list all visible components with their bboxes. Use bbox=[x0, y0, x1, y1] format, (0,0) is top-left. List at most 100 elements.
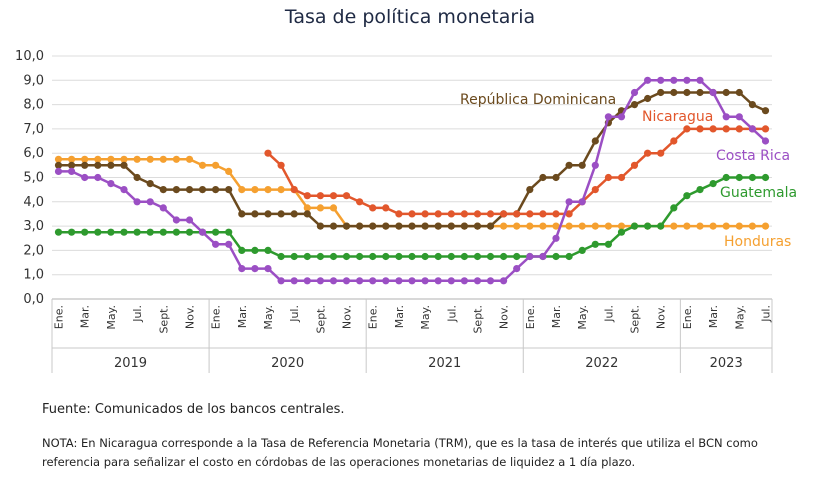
data-point bbox=[486, 210, 495, 218]
source-note: Fuente: Comunicados de los bancos centra… bbox=[42, 402, 345, 417]
data-point bbox=[277, 161, 285, 169]
data-point bbox=[473, 222, 482, 230]
x-tick-label: Ene. bbox=[681, 305, 694, 329]
data-point bbox=[500, 277, 508, 285]
data-point bbox=[251, 210, 259, 218]
line-chart: 0,0 1,0 2,0 3,0 4,0 5,0 6,0 7,0 8,0 9,0 10,0 Ene. Ma… bbox=[15, 49, 797, 373]
data-point bbox=[670, 76, 678, 84]
data-point bbox=[709, 222, 717, 230]
y-tick-label: 1,0 bbox=[23, 268, 44, 283]
data-point bbox=[683, 88, 691, 97]
x-tick-label: Ene. bbox=[367, 305, 380, 329]
data-point bbox=[670, 222, 678, 230]
data-point bbox=[460, 222, 468, 230]
x-tick-label: Sept. bbox=[314, 305, 327, 334]
data-point bbox=[120, 161, 128, 169]
data-point bbox=[395, 222, 403, 230]
data-point bbox=[146, 198, 154, 206]
y-tick-label: 8,0 bbox=[23, 98, 44, 113]
data-point bbox=[329, 192, 338, 200]
data-point bbox=[290, 210, 298, 218]
data-point bbox=[683, 76, 691, 84]
data-point bbox=[382, 222, 390, 230]
data-point bbox=[513, 210, 521, 218]
data-point bbox=[748, 101, 757, 109]
x-tick-label: Sept. bbox=[157, 305, 170, 334]
data-point bbox=[630, 101, 639, 109]
data-point bbox=[657, 222, 665, 230]
data-point bbox=[591, 186, 599, 194]
data-point bbox=[238, 210, 246, 218]
data-point bbox=[539, 252, 547, 261]
data-point bbox=[552, 234, 560, 242]
y-tick-label: 4,0 bbox=[23, 195, 44, 210]
data-point bbox=[578, 246, 586, 254]
data-point bbox=[735, 88, 743, 97]
x-tick-label: Mar. bbox=[550, 305, 563, 328]
data-point bbox=[133, 228, 141, 236]
data-point bbox=[565, 161, 573, 169]
x-tick-label: Ene. bbox=[210, 305, 223, 329]
data-point bbox=[382, 277, 390, 285]
x-tick-label: Jul. bbox=[445, 305, 458, 323]
data-point bbox=[316, 222, 324, 230]
data-point bbox=[539, 222, 547, 230]
y-tick-label: 2,0 bbox=[23, 243, 44, 258]
data-point bbox=[146, 228, 154, 236]
data-point bbox=[342, 277, 351, 285]
data-point bbox=[539, 173, 547, 182]
x-tick-label: Sept. bbox=[629, 305, 642, 334]
data-point bbox=[591, 240, 599, 248]
x-tick-label: Sept. bbox=[471, 305, 484, 334]
data-point bbox=[277, 277, 285, 285]
data-point bbox=[290, 186, 298, 194]
data-point bbox=[473, 252, 482, 261]
footnote: NOTA: En Nicaragua corresponde a la Tasa… bbox=[42, 436, 758, 469]
data-point bbox=[644, 76, 652, 84]
data-point bbox=[657, 149, 665, 157]
data-point bbox=[761, 173, 770, 182]
data-point bbox=[68, 155, 76, 163]
data-point bbox=[500, 222, 508, 230]
series-label: Honduras bbox=[724, 234, 791, 250]
data-point bbox=[434, 222, 442, 230]
data-point bbox=[342, 222, 351, 230]
data-point bbox=[421, 277, 429, 285]
data-point bbox=[709, 125, 717, 133]
data-point bbox=[120, 186, 128, 194]
data-point bbox=[251, 265, 259, 273]
data-point bbox=[604, 222, 613, 230]
data-point bbox=[709, 88, 717, 97]
data-point bbox=[500, 210, 508, 218]
data-point bbox=[316, 192, 324, 200]
data-point bbox=[748, 125, 757, 133]
data-point bbox=[395, 210, 403, 218]
data-point bbox=[94, 173, 102, 182]
data-point bbox=[565, 252, 573, 261]
data-point bbox=[722, 113, 730, 121]
data-point bbox=[107, 155, 115, 163]
data-point bbox=[316, 277, 324, 285]
data-point bbox=[722, 125, 730, 133]
data-point bbox=[644, 94, 652, 103]
data-point bbox=[133, 173, 141, 182]
data-point bbox=[722, 88, 730, 97]
data-point bbox=[172, 216, 180, 224]
data-point bbox=[264, 186, 272, 194]
y-tick-label: 9,0 bbox=[23, 73, 44, 88]
data-point bbox=[342, 192, 351, 200]
data-point bbox=[617, 228, 626, 236]
data-point bbox=[172, 155, 180, 163]
data-point bbox=[356, 277, 364, 285]
data-point bbox=[473, 210, 482, 218]
data-point bbox=[604, 113, 613, 121]
data-point bbox=[303, 252, 311, 261]
data-point bbox=[54, 155, 63, 163]
data-point bbox=[617, 222, 626, 230]
data-point bbox=[277, 186, 285, 194]
data-point bbox=[225, 186, 233, 194]
y-tick-label: 7,0 bbox=[23, 122, 44, 137]
data-point bbox=[408, 210, 416, 218]
data-point bbox=[578, 222, 586, 230]
data-point bbox=[578, 198, 586, 206]
